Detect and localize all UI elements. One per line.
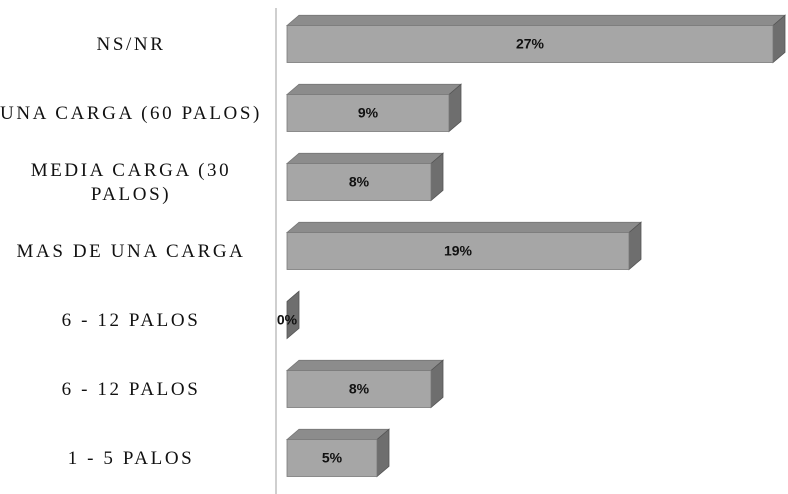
bar-side: [286, 290, 300, 340]
value-label: 5%: [322, 450, 343, 466]
bar: [286, 370, 432, 408]
category-label: UNA CARGA (60 PALOS): [0, 103, 262, 124]
bar-top: [285, 14, 787, 26]
bar-top: [285, 83, 463, 95]
value-label: 0%: [277, 312, 298, 328]
value-label: 8%: [349, 174, 370, 190]
value-label: 19%: [444, 243, 473, 259]
value-label: 27%: [516, 36, 545, 52]
category-label: 1 - 5 PALOS: [67, 448, 195, 469]
category-label: 6 - 12 PALOS: [61, 310, 201, 331]
bar: [286, 94, 450, 132]
bar: [286, 163, 432, 201]
bar: [286, 25, 774, 63]
value-label: 9%: [358, 105, 379, 121]
category-label: 6 - 12 PALOS: [61, 379, 201, 400]
value-label: 8%: [349, 381, 370, 397]
bar: [286, 439, 378, 477]
bar-top: [285, 428, 391, 440]
bar-top: [285, 221, 643, 233]
category-label: MEDIA CARGA (30 PALOS): [30, 160, 232, 205]
category-label: MAS DE UNA CARGA: [16, 241, 246, 262]
bar: [286, 232, 630, 270]
category-label: NS/NR: [96, 34, 166, 55]
bar-top: [285, 359, 445, 371]
bar-top: [285, 152, 445, 164]
